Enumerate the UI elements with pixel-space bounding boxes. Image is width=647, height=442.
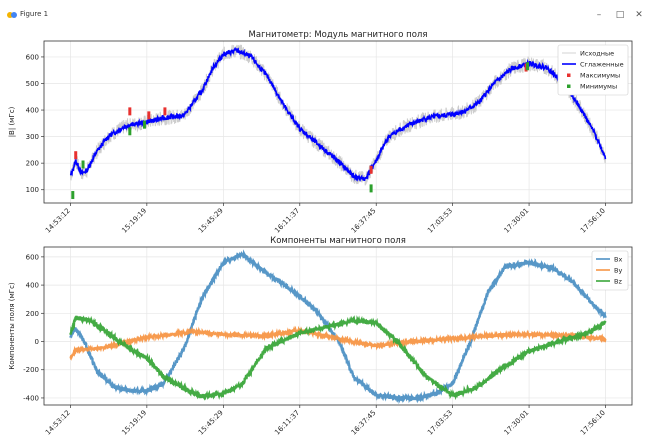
x-tick-label: 14:53:12 [44,207,72,235]
components-axes: -400 -200 0 200 400 600 14:53:12 15:19:19 15:45:… [8,236,633,437]
legend-entry: Исходные [580,50,614,58]
magnitude-legend: Исходные Сглаженные Максимумы Минимумы [557,44,629,96]
legend-entry: Bx [614,256,622,264]
magnitude-axes: 100 200 300 400 500 600 14:53:12 15:19:19 15:45:… [8,30,633,235]
components-legend: Bx By Bz [591,250,629,291]
components-frame [43,246,633,406]
x-tick-label: 16:11:37 [273,409,301,437]
maximum-marker [163,107,167,116]
minimum-marker [71,191,75,200]
y-tick-label: 0 [35,338,39,346]
y-tick-label: -200 [23,366,39,374]
components-plot-area [69,249,607,405]
components-ylabel: Компоненты поля (мГс) [8,282,16,370]
x-tick-label: 14:53:12 [44,409,72,437]
series-by-line [69,325,607,361]
x-tick-label: 17:03:53 [426,409,454,437]
minimize-button[interactable]: – [590,8,608,22]
x-tick-label: 17:30:01 [503,409,531,437]
maximize-button[interactable]: □ [611,8,629,22]
x-tick-label: 16:37:45 [350,409,378,437]
legend-box [557,44,629,96]
legend-swatch [567,84,571,88]
y-tick-label: 600 [26,53,39,61]
app-icon [7,12,17,18]
maximize-icon: □ [615,10,625,20]
x-tick-label: 17:03:53 [426,207,454,235]
y-tick-label: 200 [26,160,39,168]
components-title: Компоненты магнитного поля [270,236,406,246]
maximum-marker [74,151,78,160]
x-tick-label: 17:56:10 [579,409,607,437]
magnitude-ylabel: |B| (мГс) [8,106,16,137]
x-tick-label: 17:30:01 [503,207,531,235]
minimum-marker [81,160,85,169]
maximum-marker [128,107,132,116]
y-tick-label: 200 [26,310,39,318]
x-tick-label: 15:19:19 [120,409,148,437]
window-titlebar: Figure 1 – □ ✕ [0,0,647,30]
x-tick-label: 17:56:10 [579,207,607,235]
y-tick-label: 600 [26,253,39,261]
x-tick-label: 15:19:19 [120,207,148,235]
window-title: Figure 1 [20,10,49,18]
minimize-icon: – [596,10,602,20]
minimum-marker [128,127,132,136]
y-tick-label: 500 [26,80,39,88]
legend-entry: Сглаженные [580,61,624,69]
y-tick-label: 400 [26,282,39,290]
legend-swatch [567,73,571,77]
legend-entry: Максимумы [580,72,620,80]
magnitude-title: Магнитометр: Модуль магнитного поля [249,30,428,40]
close-icon: ✕ [635,10,643,20]
minimum-marker [142,120,146,129]
magnitude-plot-area [69,44,607,200]
magnitude-frame [43,40,633,204]
x-tick-label: 16:11:37 [273,207,301,235]
y-tick-label: 300 [26,133,39,141]
legend-entry: Минимумы [580,83,617,91]
minimum-marker [369,184,373,193]
series-bz-line [69,315,607,401]
legend-entry: Bz [614,278,622,286]
y-tick-label: 400 [26,107,39,115]
series-bx-line [69,249,607,405]
maximum-marker [369,165,373,174]
minimum-marker [526,62,530,71]
x-tick-label: 16:37:45 [350,207,378,235]
y-tick-label: 100 [26,186,39,194]
maximum-marker [147,111,151,120]
close-button[interactable]: ✕ [630,8,647,22]
x-tick-label: 15:45:29 [197,207,225,235]
series-smoothed-line [69,46,607,183]
x-tick-label: 15:45:29 [197,409,225,437]
y-tick-label: -400 [23,394,39,402]
legend-entry: By [614,267,622,275]
